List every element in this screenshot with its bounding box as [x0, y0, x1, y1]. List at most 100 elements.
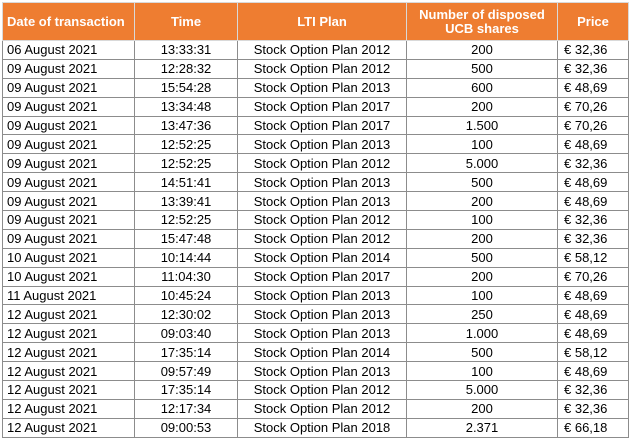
cell-price: € 32,36: [557, 210, 629, 230]
cell-price: € 48,69: [557, 285, 629, 306]
table-row: 09 August 2021 14:51:41 Stock Option Plan …: [2, 172, 629, 193]
cell-lti-plan: Stock Option Plan 2013: [237, 191, 407, 212]
cell-lti-plan: Stock Option Plan 2013: [237, 285, 407, 306]
cell-lti-plan: Stock Option Plan 2012: [237, 40, 407, 60]
cell-price: € 58,12: [557, 247, 629, 268]
cell-lti-plan: Stock Option Plan 2012: [237, 153, 407, 174]
cell-time: 09:00:53: [134, 417, 238, 438]
cell-shares: 5.000: [406, 153, 558, 174]
cell-time: 12:28:32: [134, 58, 238, 79]
table-row: 12 August 2021 09:57:49 Stock Option Plan …: [2, 361, 629, 382]
cell-date: 12 August 2021: [2, 323, 135, 344]
cell-date: 09 August 2021: [2, 58, 135, 79]
table-row: 10 August 2021 10:14:44 Stock Option Plan …: [2, 247, 629, 268]
cell-lti-plan: Stock Option Plan 2013: [237, 77, 407, 98]
cell-date: 11 August 2021: [2, 285, 135, 306]
cell-date: 09 August 2021: [2, 210, 135, 230]
cell-lti-plan: Stock Option Plan 2013: [237, 323, 407, 344]
cell-date: 09 August 2021: [2, 191, 135, 212]
cell-date: 09 August 2021: [2, 77, 135, 98]
header-lti-plan: LTI Plan: [237, 2, 407, 41]
cell-shares: 200: [406, 398, 558, 419]
cell-shares: 1.000: [406, 323, 558, 344]
cell-price: € 32,36: [557, 153, 629, 174]
cell-date: 12 August 2021: [2, 380, 135, 400]
cell-date: 09 August 2021: [2, 96, 135, 117]
cell-time: 12:30:02: [134, 304, 238, 325]
cell-time: 14:51:41: [134, 172, 238, 193]
cell-lti-plan: Stock Option Plan 2018: [237, 417, 407, 438]
share-disposal-table: Date of transaction Time LTI Plan Number…: [2, 2, 629, 438]
cell-date: 12 August 2021: [2, 361, 135, 382]
table-row: 09 August 2021 13:47:36 Stock Option Plan …: [2, 115, 629, 136]
cell-time: 17:35:14: [134, 342, 238, 363]
cell-price: € 32,36: [557, 380, 629, 400]
table-header-row: Date of transaction Time LTI Plan Number…: [2, 2, 629, 41]
cell-shares: 100: [406, 210, 558, 230]
table-row: 12 August 2021 17:35:14 Stock Option Plan …: [2, 380, 629, 400]
cell-price: € 70,26: [557, 115, 629, 136]
cell-lti-plan: Stock Option Plan 2012: [237, 380, 407, 400]
cell-time: 12:52:25: [134, 210, 238, 230]
cell-price: € 32,36: [557, 58, 629, 79]
cell-time: 09:03:40: [134, 323, 238, 344]
cell-shares: 200: [406, 40, 558, 60]
cell-price: € 70,26: [557, 96, 629, 117]
table-row: 09 August 2021 12:28:32 Stock Option Plan …: [2, 58, 629, 79]
header-number-of-shares: Number of disposed UCB shares: [406, 2, 558, 41]
cell-shares: 600: [406, 77, 558, 98]
cell-shares: 250: [406, 304, 558, 325]
table-row: 09 August 2021 13:34:48 Stock Option Plan …: [2, 96, 629, 117]
cell-price: € 48,69: [557, 323, 629, 344]
cell-shares: 500: [406, 172, 558, 193]
cell-lti-plan: Stock Option Plan 2012: [237, 398, 407, 419]
cell-shares: 100: [406, 361, 558, 382]
table-row: 09 August 2021 15:47:48 Stock Option Plan …: [2, 228, 629, 249]
cell-price: € 32,36: [557, 40, 629, 60]
cell-time: 12:52:25: [134, 153, 238, 174]
cell-shares: 200: [406, 191, 558, 212]
cell-shares: 100: [406, 134, 558, 155]
cell-time: 10:45:24: [134, 285, 238, 306]
cell-time: 13:33:31: [134, 40, 238, 60]
cell-price: € 32,36: [557, 228, 629, 249]
cell-shares: 500: [406, 58, 558, 79]
cell-date: 09 August 2021: [2, 172, 135, 193]
cell-price: € 32,36: [557, 398, 629, 419]
cell-lti-plan: Stock Option Plan 2014: [237, 342, 407, 363]
cell-lti-plan: Stock Option Plan 2013: [237, 361, 407, 382]
cell-shares: 200: [406, 266, 558, 287]
cell-lti-plan: Stock Option Plan 2012: [237, 228, 407, 249]
cell-lti-plan: Stock Option Plan 2012: [237, 58, 407, 79]
cell-lti-plan: Stock Option Plan 2014: [237, 247, 407, 268]
table-row: 09 August 2021 12:52:25 Stock Option Plan …: [2, 134, 629, 155]
cell-date: 12 August 2021: [2, 304, 135, 325]
cell-lti-plan: Stock Option Plan 2017: [237, 96, 407, 117]
table-row: 12 August 2021 12:17:34 Stock Option Plan …: [2, 398, 629, 419]
cell-date: 12 August 2021: [2, 417, 135, 438]
cell-date: 09 August 2021: [2, 228, 135, 249]
table-row: 09 August 2021 12:52:25 Stock Option Plan …: [2, 210, 629, 230]
cell-date: 10 August 2021: [2, 266, 135, 287]
cell-price: € 70,26: [557, 266, 629, 287]
cell-time: 12:17:34: [134, 398, 238, 419]
cell-time: 13:47:36: [134, 115, 238, 136]
cell-time: 10:14:44: [134, 247, 238, 268]
table-body: 06 August 2021 13:33:31 Stock Option Plan …: [2, 40, 629, 438]
cell-shares: 5.000: [406, 380, 558, 400]
table-row: 11 August 2021 10:45:24 Stock Option Plan …: [2, 285, 629, 306]
table-row: 10 August 2021 11:04:30 Stock Option Plan …: [2, 266, 629, 287]
cell-lti-plan: Stock Option Plan 2013: [237, 172, 407, 193]
cell-lti-plan: Stock Option Plan 2017: [237, 266, 407, 287]
cell-price: € 66,18: [557, 417, 629, 438]
cell-date: 09 August 2021: [2, 153, 135, 174]
cell-price: € 48,69: [557, 304, 629, 325]
cell-lti-plan: Stock Option Plan 2013: [237, 304, 407, 325]
table-row: 09 August 2021 15:54:28 Stock Option Plan …: [2, 77, 629, 98]
cell-price: € 48,69: [557, 134, 629, 155]
cell-time: 15:54:28: [134, 77, 238, 98]
table-row: 12 August 2021 09:03:40 Stock Option Plan …: [2, 323, 629, 344]
cell-price: € 58,12: [557, 342, 629, 363]
cell-time: 12:52:25: [134, 134, 238, 155]
